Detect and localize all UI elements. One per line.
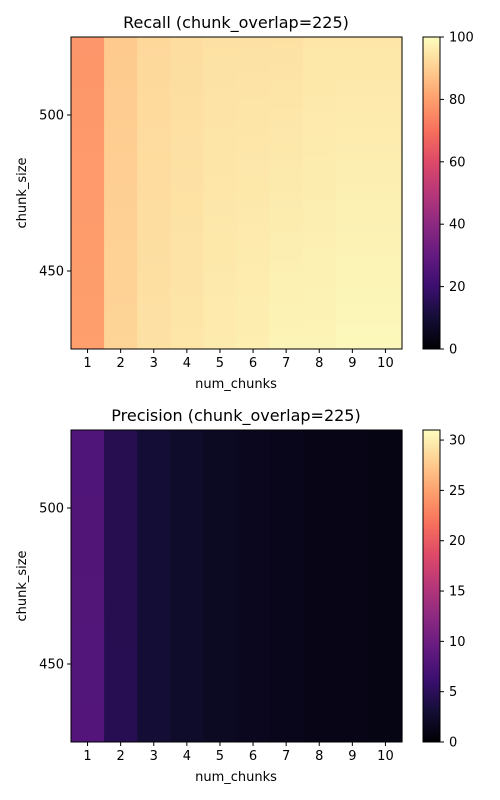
x-tick-label: 3 <box>150 356 158 371</box>
x-tick-label: 1 <box>83 749 91 764</box>
heatmap-cell <box>104 37 138 349</box>
heatmap-cell <box>137 430 171 742</box>
x-axis-ticks: 1 2 3 4 5 6 7 8 9 10 <box>83 742 394 764</box>
x-tick-label: 6 <box>249 749 257 764</box>
x-tick-label: 2 <box>117 356 125 371</box>
x-tick-label: 10 <box>377 356 394 371</box>
heatmap-area <box>71 37 403 349</box>
x-tick-label: 9 <box>348 356 356 371</box>
colorbar-tick-label: 0 <box>449 343 457 358</box>
x-tick-label: 6 <box>249 356 257 371</box>
x-tick-label: 7 <box>282 356 290 371</box>
colorbar <box>423 37 440 349</box>
heatmap-cell <box>170 37 204 349</box>
x-axis-ticks: 1 2 3 4 5 6 7 8 9 10 <box>83 349 394 371</box>
colorbar <box>423 430 440 742</box>
heatmap-cell <box>269 37 304 349</box>
y-axis-ticks: 500 450 <box>39 109 71 280</box>
x-tick-label: 1 <box>83 356 91 371</box>
x-tick-label: 5 <box>216 749 224 764</box>
colorbar-tick-label: 40 <box>449 218 466 233</box>
x-tick-label: 2 <box>117 749 125 764</box>
colorbar-frame <box>422 36 441 350</box>
heatmap-area <box>71 430 403 742</box>
x-tick-label: 7 <box>282 749 290 764</box>
x-tick-label: 8 <box>315 749 323 764</box>
y-tick-label: 450 <box>39 265 64 280</box>
x-axis-label: num_chunks <box>195 770 277 785</box>
heatmap-cell <box>335 37 370 349</box>
heatmap-cell <box>302 37 337 349</box>
colorbar-tick-label: 15 <box>449 585 466 600</box>
x-tick-label: 9 <box>348 749 356 764</box>
colorbar-tick-label: 5 <box>449 685 457 700</box>
plot-frame <box>70 36 403 350</box>
colorbar-frame <box>422 429 441 743</box>
colorbar-tick-label: 100 <box>449 31 474 46</box>
x-tick-label: 4 <box>183 356 191 371</box>
colorbar-tick-label: 10 <box>449 635 466 650</box>
y-tick-label: 500 <box>39 502 64 517</box>
chart-title: Precision (chunk_overlap=225) <box>111 406 360 426</box>
x-tick-label: 8 <box>315 356 323 371</box>
colorbar-tick-label: 20 <box>449 534 466 549</box>
colorbar-tick-label: 80 <box>449 93 466 108</box>
colorbar-ticks: 0 5 10 15 20 25 30 <box>440 434 466 751</box>
y-axis-label: chunk_size <box>15 157 30 228</box>
y-axis-ticks: 500 450 <box>39 502 71 673</box>
x-axis-label: num_chunks <box>195 377 277 392</box>
heatmap-cell <box>137 37 171 349</box>
heatmap-cell <box>71 430 105 742</box>
heatmap-cell <box>236 37 271 349</box>
colorbar-tick-label: 25 <box>449 484 466 499</box>
x-tick-label: 3 <box>150 749 158 764</box>
plot-frame <box>70 429 403 743</box>
heatmap-cell <box>203 37 238 349</box>
heatmap-cell <box>170 430 204 742</box>
colorbar-ticks: 0 20 40 60 80 100 <box>440 31 474 358</box>
x-tick-label: 5 <box>216 356 224 371</box>
chart-title: Recall (chunk_overlap=225) <box>123 13 349 33</box>
colorbar-tick-label: 60 <box>449 155 466 170</box>
heatmap-cell <box>335 430 370 742</box>
heatmap-cell <box>368 430 403 742</box>
colorbar-tick-label: 30 <box>449 434 466 449</box>
heatmap-cell <box>302 430 337 742</box>
heatmap-cell <box>236 430 271 742</box>
y-tick-label: 450 <box>39 658 64 673</box>
colorbar-tick-label: 0 <box>449 736 457 751</box>
heatmap-cell <box>368 37 403 349</box>
recall-panel: Recall (chunk_overlap=225) 1 2 3 4 5 6 7 8 9 10 5… <box>15 13 474 392</box>
heatmap-cell <box>269 430 304 742</box>
x-tick-label: 4 <box>183 749 191 764</box>
heatmap-cell <box>203 430 238 742</box>
colorbar-tick-label: 20 <box>449 280 466 295</box>
heatmap-cell <box>104 430 138 742</box>
heatmap-cell <box>71 37 105 349</box>
y-axis-label: chunk_size <box>15 550 30 621</box>
y-tick-label: 500 <box>39 109 64 124</box>
x-tick-label: 10 <box>377 749 394 764</box>
